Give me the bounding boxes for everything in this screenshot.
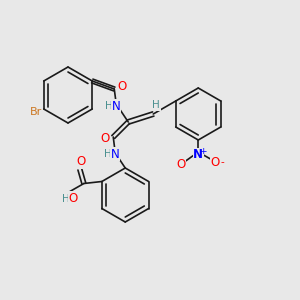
Text: O: O — [177, 158, 186, 170]
Text: +: + — [200, 148, 207, 157]
Text: H: H — [104, 149, 112, 159]
Text: N: N — [112, 100, 121, 112]
Text: O: O — [76, 155, 86, 168]
Text: H: H — [152, 100, 160, 110]
Text: O: O — [211, 155, 220, 169]
Text: H: H — [105, 101, 113, 111]
Text: O: O — [118, 80, 127, 94]
Text: O: O — [100, 133, 110, 146]
Text: -: - — [220, 157, 224, 167]
Text: N: N — [111, 148, 120, 160]
Text: N: N — [193, 148, 203, 161]
Text: H: H — [62, 194, 70, 205]
Text: O: O — [68, 192, 77, 205]
Text: Br: Br — [30, 107, 42, 117]
